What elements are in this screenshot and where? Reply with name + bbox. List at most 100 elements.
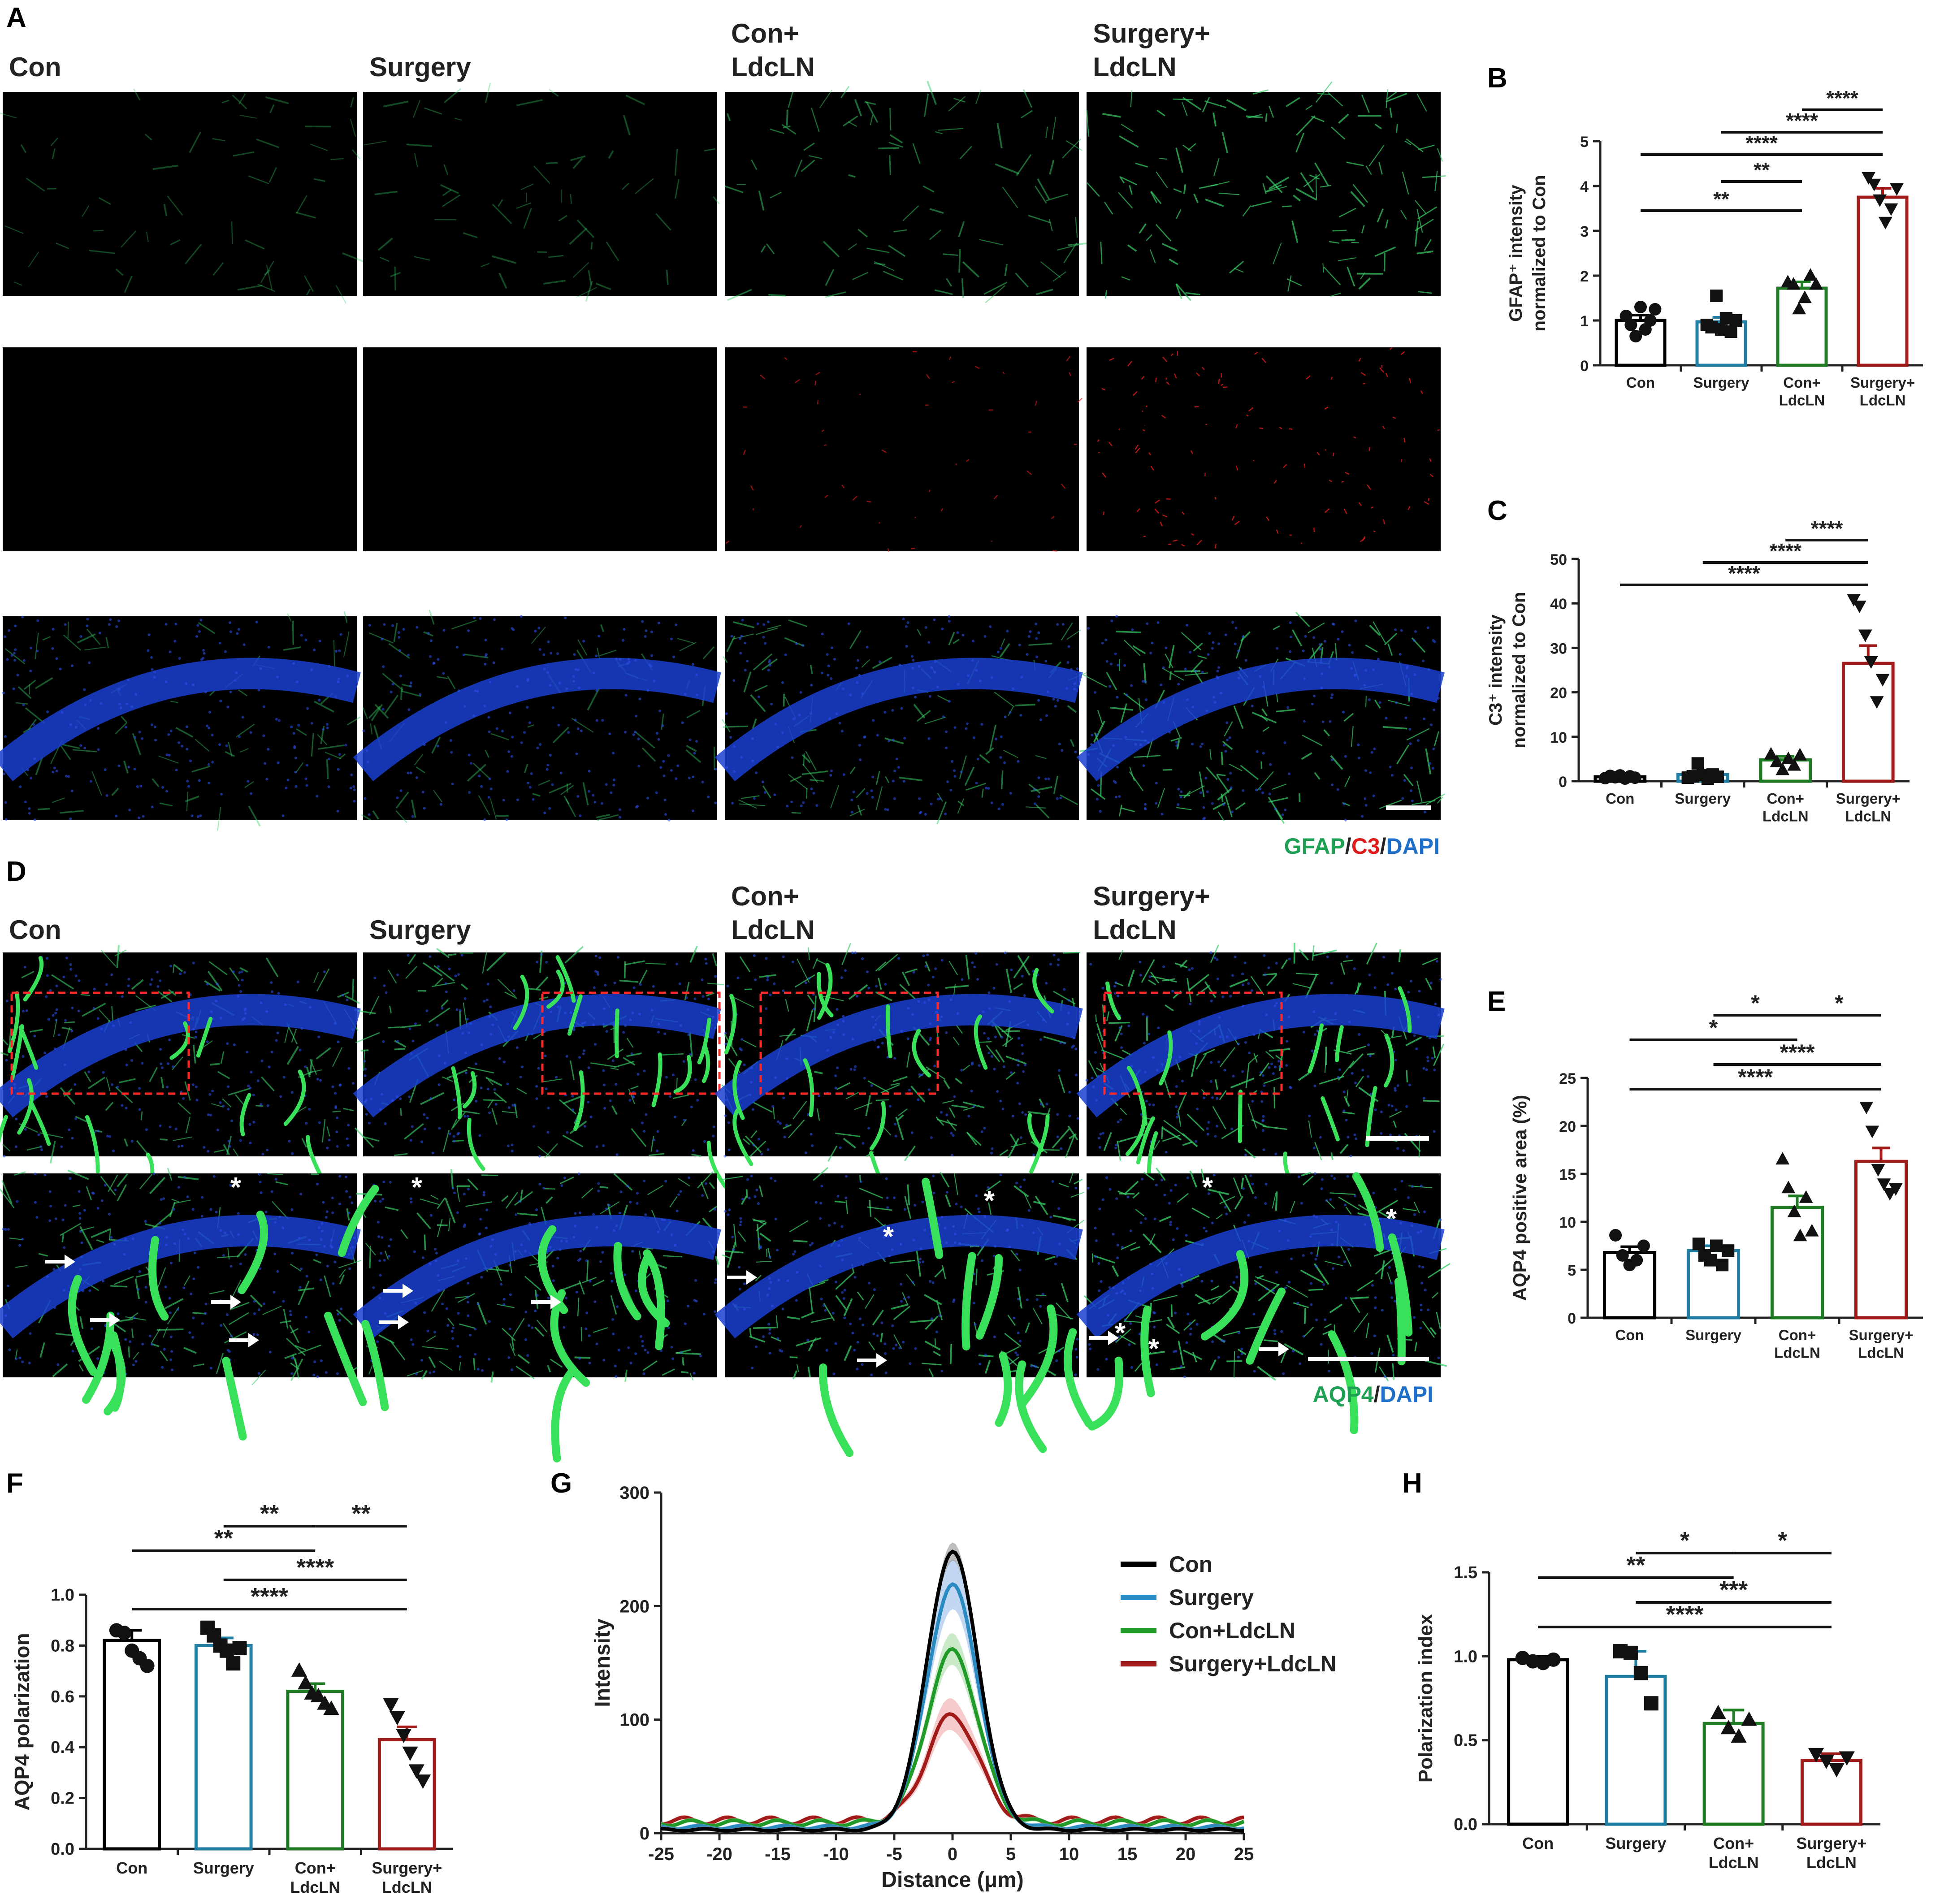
dapi-nucleus — [1364, 769, 1367, 772]
dapi-nucleus — [773, 793, 776, 796]
dapi-nucleus — [1411, 1185, 1414, 1188]
dapi-nucleus — [435, 1252, 438, 1255]
dapi-nucleus — [703, 1140, 706, 1143]
dapi-nucleus — [476, 690, 479, 692]
dapi-nucleus — [582, 640, 585, 642]
dapi-nucleus — [169, 1311, 172, 1314]
dapi-nucleus — [727, 1213, 730, 1216]
dapi-nucleus — [377, 1235, 380, 1238]
dapi-nucleus — [832, 1372, 835, 1375]
dapi-nucleus — [1102, 1132, 1104, 1134]
astrocyte-process — [745, 989, 752, 990]
dapi-nucleus — [1054, 1263, 1057, 1265]
dapi-nucleus — [46, 710, 49, 713]
dapi-nucleus — [1017, 1064, 1019, 1066]
dapi-nucleus — [1420, 1282, 1423, 1285]
dapi-nucleus — [279, 1095, 282, 1098]
dapi-nucleus — [1322, 720, 1325, 723]
dapi-nucleus — [516, 1046, 519, 1049]
dapi-nucleus — [458, 1132, 460, 1134]
dapi-nucleus — [1195, 1042, 1198, 1045]
dapi-nucleus — [316, 1183, 319, 1186]
dapi-nucleus — [752, 1108, 754, 1111]
dapi-nucleus — [516, 798, 519, 801]
dapi-nucleus — [569, 1012, 572, 1014]
dapi-nucleus — [209, 1114, 212, 1116]
dapi-nucleus — [688, 1177, 690, 1179]
dapi-nucleus — [1089, 963, 1092, 965]
dapi-nucleus — [1354, 674, 1356, 677]
dapi-nucleus — [843, 773, 845, 776]
dapi-nucleus — [1373, 748, 1376, 750]
dapi-nucleus — [290, 1372, 293, 1375]
dapi-nucleus — [1117, 1121, 1120, 1123]
dapi-nucleus — [178, 657, 181, 660]
data-point — [1725, 325, 1737, 338]
dapi-nucleus — [265, 1211, 268, 1213]
dapi-nucleus — [641, 1340, 644, 1343]
dapi-nucleus — [903, 737, 906, 740]
dapi-nucleus — [535, 1085, 538, 1088]
dapi-nucleus — [201, 1215, 204, 1218]
dapi-nucleus — [51, 647, 54, 650]
dapi-nucleus — [278, 719, 281, 722]
dapi-nucleus — [138, 817, 140, 819]
dapi-nucleus — [1023, 1178, 1026, 1181]
dapi-nucleus — [658, 1023, 660, 1026]
dapi-nucleus — [820, 1185, 823, 1187]
dapi-nucleus — [1144, 1217, 1147, 1220]
dapi-nucleus — [410, 681, 412, 684]
dapi-nucleus — [1033, 788, 1036, 791]
dapi-nucleus — [1251, 989, 1253, 992]
dapi-nucleus — [1061, 749, 1063, 752]
dapi-nucleus — [456, 1008, 459, 1011]
dapi-nucleus — [1063, 988, 1065, 991]
dapi-nucleus — [949, 789, 952, 792]
dapi-nucleus — [1434, 1003, 1437, 1005]
dapi-nucleus — [855, 666, 858, 669]
dapi-nucleus — [884, 1352, 887, 1355]
dapi-nucleus — [976, 978, 979, 981]
dapi-nucleus — [543, 668, 546, 671]
dapi-nucleus — [572, 1108, 574, 1111]
dapi-nucleus — [204, 691, 207, 693]
y-axis-label: normalized to Con — [1509, 592, 1529, 749]
dapi-nucleus — [438, 1055, 441, 1057]
dapi-nucleus — [243, 1009, 246, 1012]
dapi-nucleus — [270, 981, 273, 984]
dapi-nucleus — [71, 664, 74, 667]
dapi-nucleus — [941, 627, 944, 630]
dapi-nucleus — [824, 1309, 827, 1311]
dapi-nucleus — [1225, 1212, 1228, 1215]
dapi-nucleus — [993, 987, 996, 990]
dapi-nucleus — [918, 1261, 921, 1264]
dapi-nucleus — [199, 814, 202, 817]
dapi-nucleus — [423, 1113, 425, 1116]
dapi-nucleus — [268, 646, 270, 649]
dapi-nucleus — [486, 999, 489, 1001]
dapi-nucleus — [743, 1064, 745, 1066]
dapi-nucleus — [658, 710, 661, 712]
dapi-nucleus — [826, 1349, 828, 1352]
dapi-nucleus — [762, 1335, 765, 1338]
dapi-nucleus — [769, 1281, 772, 1284]
dapi-nucleus — [1346, 955, 1349, 958]
dapi-nucleus — [706, 1008, 709, 1011]
dapi-nucleus — [941, 1370, 944, 1372]
dapi-nucleus — [1220, 692, 1222, 694]
dapi-nucleus — [78, 1212, 81, 1215]
dapi-nucleus — [1358, 757, 1360, 759]
dapi-nucleus — [536, 747, 539, 749]
dapi-nucleus — [974, 952, 977, 955]
aqp4-vessel — [823, 1367, 849, 1453]
dapi-nucleus — [152, 1173, 155, 1175]
dapi-nucleus — [260, 1103, 262, 1106]
dapi-nucleus — [1345, 1297, 1347, 1299]
dapi-nucleus — [1270, 1063, 1273, 1065]
astrocyte-process — [1332, 230, 1347, 231]
dapi-nucleus — [1110, 662, 1113, 665]
dapi-nucleus — [1067, 999, 1070, 1002]
dapi-nucleus — [552, 1279, 555, 1282]
dapi-nucleus — [641, 1121, 644, 1124]
